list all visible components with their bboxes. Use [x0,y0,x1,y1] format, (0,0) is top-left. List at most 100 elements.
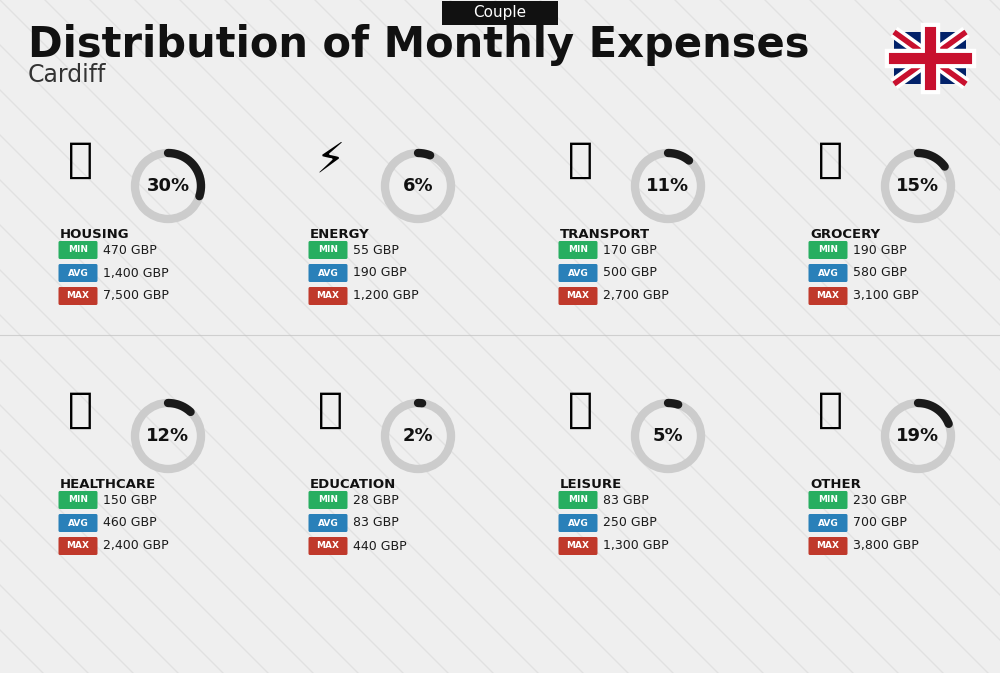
Text: 470 GBP: 470 GBP [103,244,157,256]
FancyBboxPatch shape [308,491,348,509]
Text: 190 GBP: 190 GBP [853,244,907,256]
Text: LEISURE: LEISURE [560,478,622,491]
Text: 230 GBP: 230 GBP [853,493,907,507]
Text: MIN: MIN [318,246,338,254]
Text: 7,500 GBP: 7,500 GBP [103,289,169,302]
Text: 3,800 GBP: 3,800 GBP [853,540,919,553]
Text: HEALTHCARE: HEALTHCARE [60,478,156,491]
Text: MIN: MIN [318,495,338,505]
Text: 3,100 GBP: 3,100 GBP [853,289,919,302]
Text: 12%: 12% [146,427,190,445]
Text: TRANSPORT: TRANSPORT [560,228,650,241]
Text: 250 GBP: 250 GBP [603,516,657,530]
Text: GROCERY: GROCERY [810,228,880,241]
Text: 15%: 15% [896,177,940,195]
Text: 28 GBP: 28 GBP [353,493,399,507]
Text: OTHER: OTHER [810,478,861,491]
Text: Distribution of Monthly Expenses: Distribution of Monthly Expenses [28,24,810,66]
Text: MAX: MAX [566,542,590,551]
Text: MAX: MAX [316,542,340,551]
Text: 55 GBP: 55 GBP [353,244,399,256]
Text: 🛍: 🛍 [568,389,592,431]
FancyBboxPatch shape [58,241,98,259]
Text: MAX: MAX [66,542,90,551]
FancyBboxPatch shape [58,264,98,282]
FancyBboxPatch shape [808,287,848,305]
Text: 6%: 6% [403,177,433,195]
Text: MIN: MIN [568,495,588,505]
FancyBboxPatch shape [808,264,848,282]
Text: 170 GBP: 170 GBP [603,244,657,256]
FancyBboxPatch shape [308,241,348,259]
FancyBboxPatch shape [308,514,348,532]
FancyBboxPatch shape [442,1,558,25]
Text: MIN: MIN [818,246,838,254]
Text: 1,200 GBP: 1,200 GBP [353,289,419,302]
FancyBboxPatch shape [308,287,348,305]
Text: 440 GBP: 440 GBP [353,540,407,553]
Text: 190 GBP: 190 GBP [353,267,407,279]
FancyBboxPatch shape [558,514,598,532]
Text: ENERGY: ENERGY [310,228,370,241]
FancyBboxPatch shape [58,491,98,509]
Text: 700 GBP: 700 GBP [853,516,907,530]
Text: AVG: AVG [318,518,338,528]
FancyBboxPatch shape [808,241,848,259]
Text: 19%: 19% [896,427,940,445]
Text: 🏥: 🏥 [68,389,92,431]
Text: 150 GBP: 150 GBP [103,493,157,507]
Text: EDUCATION: EDUCATION [310,478,396,491]
FancyBboxPatch shape [58,514,98,532]
Text: 🛒: 🛒 [818,139,842,181]
Text: MIN: MIN [68,495,88,505]
Text: 💰: 💰 [818,389,842,431]
Text: AVG: AVG [568,518,588,528]
Text: MIN: MIN [68,246,88,254]
FancyBboxPatch shape [558,264,598,282]
Text: ⚡: ⚡ [315,139,345,181]
Text: MIN: MIN [818,495,838,505]
Text: AVG: AVG [318,269,338,277]
Text: Couple: Couple [473,5,527,20]
Text: 83 GBP: 83 GBP [353,516,399,530]
FancyBboxPatch shape [808,537,848,555]
FancyBboxPatch shape [558,241,598,259]
FancyBboxPatch shape [558,537,598,555]
FancyBboxPatch shape [308,537,348,555]
FancyBboxPatch shape [58,537,98,555]
Text: 30%: 30% [146,177,190,195]
Text: 2,400 GBP: 2,400 GBP [103,540,169,553]
Text: 1,400 GBP: 1,400 GBP [103,267,169,279]
Text: AVG: AVG [818,518,838,528]
Text: 5%: 5% [653,427,683,445]
Text: AVG: AVG [818,269,838,277]
Text: 🏢: 🏢 [68,139,92,181]
Text: MIN: MIN [568,246,588,254]
Text: MAX: MAX [566,291,590,301]
Text: MAX: MAX [816,291,840,301]
Text: HOUSING: HOUSING [60,228,130,241]
Text: MAX: MAX [316,291,340,301]
Text: 580 GBP: 580 GBP [853,267,907,279]
Text: 🎓: 🎓 [318,389,342,431]
Text: AVG: AVG [68,269,88,277]
FancyBboxPatch shape [808,514,848,532]
FancyBboxPatch shape [894,32,966,84]
FancyBboxPatch shape [558,287,598,305]
Text: 11%: 11% [646,177,690,195]
Text: 83 GBP: 83 GBP [603,493,649,507]
Text: 🚌: 🚌 [568,139,592,181]
Text: AVG: AVG [568,269,588,277]
Text: MAX: MAX [816,542,840,551]
Text: MAX: MAX [66,291,90,301]
Text: 460 GBP: 460 GBP [103,516,157,530]
Text: AVG: AVG [68,518,88,528]
FancyBboxPatch shape [558,491,598,509]
Text: 1,300 GBP: 1,300 GBP [603,540,669,553]
FancyBboxPatch shape [808,491,848,509]
FancyBboxPatch shape [308,264,348,282]
FancyBboxPatch shape [58,287,98,305]
Text: Cardiff: Cardiff [28,63,106,87]
Text: 500 GBP: 500 GBP [603,267,657,279]
Text: 2%: 2% [403,427,433,445]
